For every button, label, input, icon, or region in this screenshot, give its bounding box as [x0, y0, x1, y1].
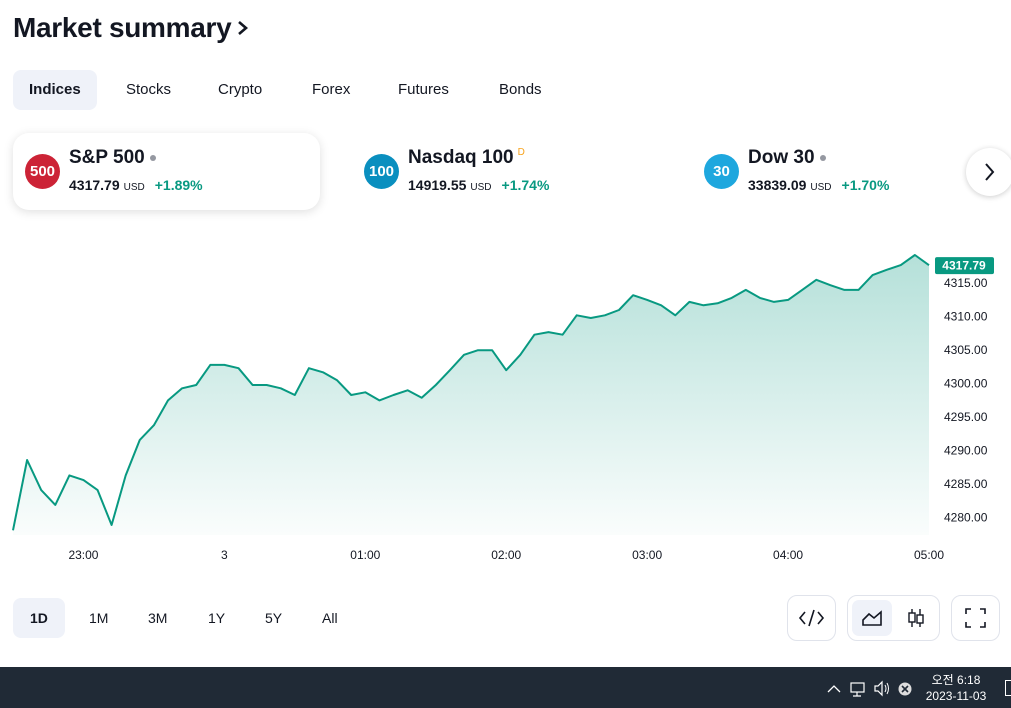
badge: 100	[364, 154, 399, 189]
y-tick-label: 4285.00	[944, 477, 988, 491]
price-line	[12, 254, 930, 531]
tab[interactable]: Futures	[398, 81, 449, 98]
area-fill	[13, 255, 929, 535]
tab[interactable]: Forex	[312, 81, 351, 98]
x-tick-label: 02:00	[491, 548, 521, 562]
badge: 30	[704, 154, 739, 189]
y-tick-label: 4300.00	[944, 376, 988, 390]
change: +1.74%	[501, 177, 550, 193]
range-button[interactable]: 1Y	[208, 610, 226, 626]
y-tick-label: 4280.00	[944, 510, 988, 524]
chart-style-group	[847, 595, 940, 641]
y-tick-label: 4305.00	[944, 343, 988, 357]
tab[interactable]: Crypto	[218, 81, 263, 98]
title-text[interactable]: Market summary	[13, 12, 232, 43]
card-name: Dow 30	[748, 147, 826, 169]
card-name: S&P 500	[69, 147, 156, 169]
y-tick-label: 4315.00	[944, 276, 988, 290]
change: +1.89%	[154, 177, 203, 193]
tab[interactable]: Stocks	[126, 81, 172, 98]
clock-date[interactable]: 2023-11-03	[925, 689, 987, 703]
x-tick-label: 05:00	[914, 548, 944, 562]
name-text: Dow 30	[748, 147, 815, 168]
x-tick-label: 3	[221, 548, 228, 562]
x-tick-label: 23:00	[68, 548, 98, 562]
code-icon	[798, 609, 825, 627]
y-tick-label: 4310.00	[944, 310, 988, 324]
price-text: 14919.55	[408, 177, 467, 193]
index-card[interactable]: 30 Dow 30 33839.09 USD +1.70%	[692, 133, 999, 210]
card-price: 14919.55 USD +1.74%	[408, 177, 549, 193]
y-tick-label: 4295.00	[944, 410, 988, 424]
card-name: Nasdaq 100 D	[408, 147, 525, 169]
range-button[interactable]: 1D	[13, 598, 65, 638]
taskbar: 오전 6:18 2023-11-03	[0, 667, 1011, 708]
fullscreen-icon	[965, 608, 986, 628]
tab[interactable]: Indices	[13, 70, 97, 110]
range-button[interactable]: 3M	[148, 610, 168, 626]
last-price-badge	[935, 257, 994, 275]
name-text: Nasdaq 100	[408, 147, 514, 168]
badge: 500	[25, 154, 60, 189]
currency: USD	[470, 182, 492, 193]
area-icon	[862, 610, 882, 626]
area-style-button[interactable]	[852, 600, 892, 636]
page-title[interactable]: Market summary	[13, 12, 251, 44]
index-card[interactable]: 500 S&P 500 4317.79 USD +1.89%	[13, 133, 320, 210]
change: +1.70%	[841, 177, 890, 193]
price-text: 33839.09	[748, 177, 807, 193]
index-card[interactable]: 100 Nasdaq 100 D 14919.55 USD +1.74%	[352, 133, 659, 210]
range-button[interactable]: All	[322, 610, 338, 626]
status-dot	[819, 154, 826, 161]
currency: USD	[123, 182, 145, 193]
delay-marker: D	[517, 147, 525, 158]
tray-icons	[827, 680, 912, 697]
currency: USD	[810, 182, 832, 193]
card-price: 4317.79 USD +1.89%	[69, 177, 203, 193]
y-tick-label: 4290.00	[944, 443, 988, 457]
fullscreen-button[interactable]	[951, 595, 1000, 641]
range-button[interactable]: 5Y	[265, 610, 283, 626]
x-tick-label: 01:00	[350, 548, 380, 562]
candle-icon	[908, 609, 924, 627]
clock-time[interactable]: 오전 6:18	[931, 673, 981, 687]
x-tick-label: 04:00	[773, 548, 803, 562]
price-text: 4317.79	[69, 177, 120, 193]
chart: 4280.00 4285.00 4290.00 4295.00 4300.00 4305.…	[12, 254, 994, 562]
embed-button[interactable]	[787, 595, 836, 641]
show-desktop[interactable]	[1005, 680, 1011, 696]
name-text: S&P 500	[69, 147, 145, 168]
chevron-icon	[238, 21, 249, 35]
x-tick-label: 03:00	[632, 548, 662, 562]
candle-style-button[interactable]	[896, 600, 936, 636]
range-button[interactable]: 1M	[89, 610, 109, 626]
next-button[interactable]	[966, 148, 1011, 196]
card-price: 33839.09 USD +1.70%	[748, 177, 889, 193]
last-price-label: 4317.79	[942, 258, 986, 272]
tab[interactable]: Bonds	[499, 81, 542, 98]
status-dot	[149, 154, 156, 161]
chevron-icon	[985, 163, 995, 181]
